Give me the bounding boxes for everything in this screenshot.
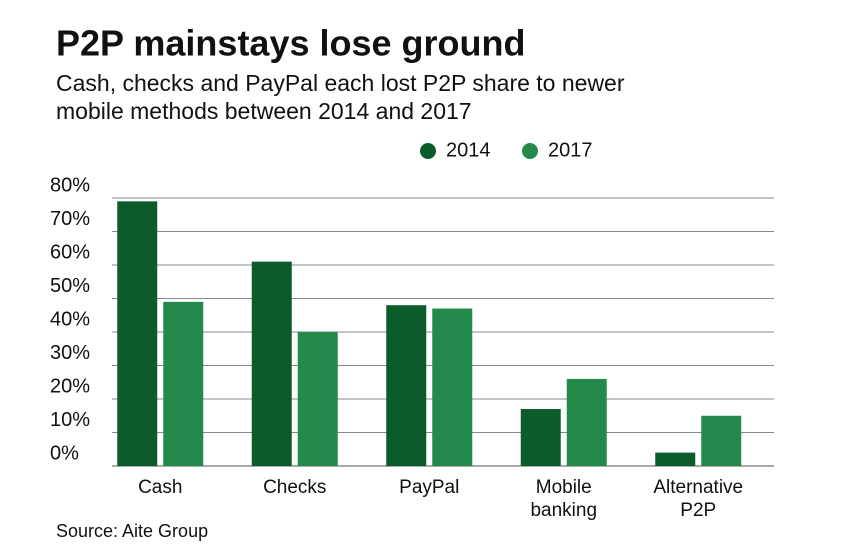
x-tick-label: PayPal (399, 477, 460, 498)
y-tick-label: 80% (50, 174, 90, 196)
bar (163, 301, 204, 466)
bar (297, 332, 338, 466)
chart-subtitle: mobile methods between 2014 and 2017 (56, 98, 472, 124)
bar (520, 409, 561, 466)
bar (251, 261, 292, 466)
x-tick-label: Alternative P2P (653, 477, 744, 521)
chart-subtitle: Cash, checks and PayPal each lost P2P sh… (56, 70, 625, 96)
legend-label: 2017 (548, 139, 593, 161)
y-tick-label: 60% (50, 241, 90, 263)
y-tick-label: 70% (50, 208, 90, 230)
x-tick-label: Checks (263, 477, 327, 498)
bar (701, 415, 742, 466)
y-tick-label: 0% (50, 442, 79, 464)
chart-title: P2P mainstays lose ground (56, 23, 526, 64)
source: Source: Aite Group (56, 521, 208, 541)
bar (386, 305, 427, 466)
bar (117, 201, 158, 466)
bar (566, 378, 607, 466)
legend-label: 2014 (446, 139, 491, 161)
y-tick-label: 20% (50, 375, 90, 397)
bar (432, 308, 473, 466)
x-tick-label: Cash (138, 477, 183, 498)
y-tick-label: 10% (50, 409, 90, 431)
bar (655, 452, 696, 466)
y-tick-label: 40% (50, 308, 90, 330)
y-tick-label: 30% (50, 342, 90, 364)
x-tick-label: Mobile banking (530, 477, 598, 521)
legend-marker (420, 143, 436, 159)
y-tick-label: 50% (50, 275, 90, 297)
legend-marker (522, 143, 538, 159)
